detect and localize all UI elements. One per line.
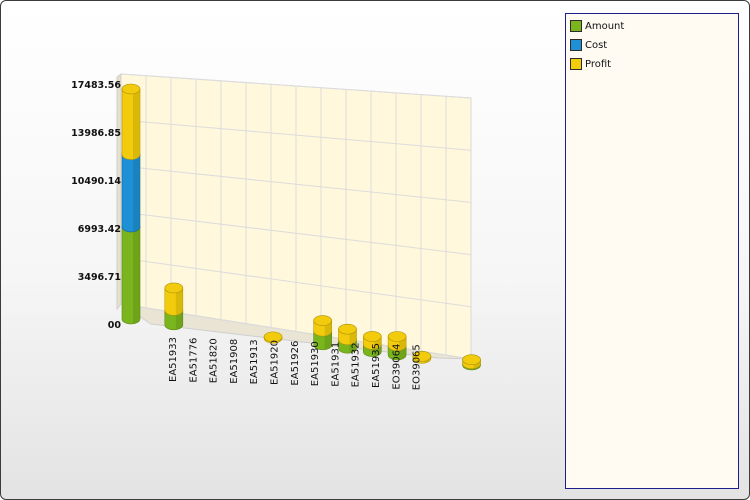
legend-item-amount[interactable]: Amount [570,19,624,33]
bar-segment-profit[interactable] [387,331,407,352]
y-tick-label: 17483.56 [71,80,121,91]
bar-segment-profit[interactable] [412,351,432,364]
y-tick-label: 3496.71 [78,272,121,283]
legend: Amount Cost Profit [565,13,739,489]
bar-segment-profit[interactable] [462,354,481,369]
bar-segment-profit[interactable] [363,331,382,350]
x-tick-label: EO39065 [412,344,423,390]
bar-segment-profit[interactable] [338,323,357,345]
legend-item-profit[interactable]: Profit [570,57,611,71]
y-tick-label: 13986.85 [71,128,121,139]
bar-segment-cost[interactable] [121,149,141,233]
bar-segment-profit[interactable] [313,315,332,337]
x-tick-label: EA51820 [209,338,220,383]
bar-segment-profit[interactable] [263,331,283,344]
legend-swatch-cost [570,39,582,51]
x-tick-label: EA51935 [371,343,382,388]
x-tick-label: EA51930 [310,341,321,386]
bar-segment-profit[interactable] [164,282,184,316]
x-tick-label: EA51920 [270,340,281,385]
bar-segment-amount[interactable] [121,221,141,325]
y-tick-label: 10490.14 [71,176,121,187]
legend-swatch-profit [570,58,582,70]
x-tick-label: EA51776 [188,338,199,383]
x-tick-label: EA51926 [290,341,301,386]
chart-bars [121,83,481,371]
x-tick-label: EA51913 [249,339,260,384]
bar-segment-profit[interactable] [121,83,141,160]
legend-item-cost[interactable]: Cost [570,38,607,52]
x-tick-label: EA51931 [330,342,341,387]
x-tick-label: EA51932 [351,342,362,387]
x-tick-label: EA51933 [168,337,179,382]
chart-grid [120,73,472,360]
x-axis-ticks: EA51933 EA51776 EA51820 EA51908 EA51913 EA519… [168,337,423,390]
x-tick-label: EA51908 [229,339,240,384]
legend-label-cost: Cost [585,39,608,51]
y-tick-label: 6993.42 [78,224,121,235]
side-wall [116,73,122,311]
x-tick-label: EO39064 [391,344,402,390]
y-axis-ticks: 00 3496.71 6993.42 10490.14 13986.85 17483.56 [71,80,121,331]
legend-label-profit: Profit [585,58,612,70]
legend-label-amount: Amount [585,20,625,32]
y-tick-label: 00 [108,320,122,331]
legend-swatch-amount [570,20,582,32]
